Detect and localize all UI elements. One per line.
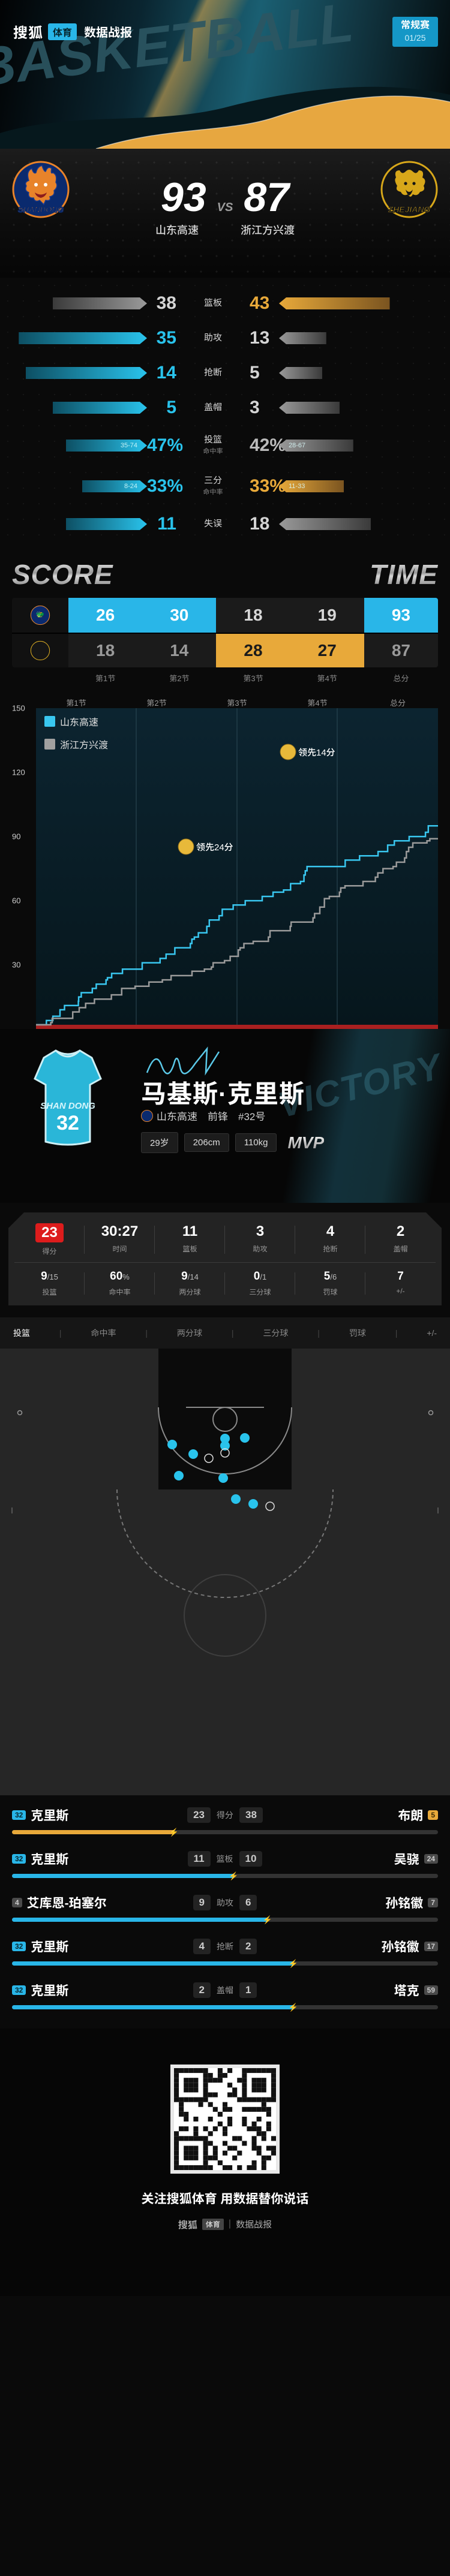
svg-text:32: 32	[56, 1112, 79, 1134]
svg-text:领先14分: 领先14分	[298, 748, 335, 758]
svg-text:领先24分: 领先24分	[196, 842, 233, 853]
svg-text:🐲: 🐲	[36, 611, 44, 619]
svg-text:SHAN DONG: SHAN DONG	[40, 1101, 95, 1111]
